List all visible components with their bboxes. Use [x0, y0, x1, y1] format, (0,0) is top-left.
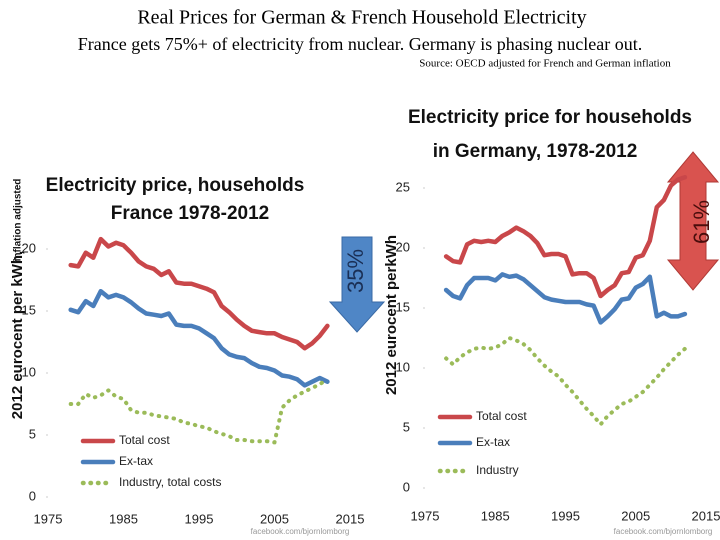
slide-title: Real Prices for German & French Househol…: [137, 7, 586, 29]
y-tick-label: 0: [403, 479, 410, 494]
y-tick-label: 20: [396, 239, 410, 254]
x-tick-label: 1985: [481, 508, 510, 523]
annotation: facebook.com/bjornlomborg: [251, 527, 350, 536]
y-tick-label: 0: [29, 488, 36, 503]
series-line: [68, 377, 330, 445]
series-line: [68, 236, 330, 351]
y-tick-label: 10: [396, 359, 410, 374]
x-tick-label: 1995: [185, 511, 214, 526]
y-tick-label: 15: [22, 302, 36, 317]
series-line: [443, 272, 688, 325]
slide-subtitle: France gets 75%+ of electricity from nuc…: [78, 34, 642, 54]
series-line: [68, 288, 330, 388]
legend-label: Industry, total costs: [119, 475, 222, 489]
y-axis-label: 2012 eurocent per kWh,: [9, 251, 26, 419]
y-tick-label: 10: [22, 364, 36, 379]
x-tick-label: 2015: [692, 508, 720, 523]
y-tick-label: 15: [396, 299, 410, 314]
legend-label: Industry: [476, 463, 519, 477]
x-tick-label: 2015: [336, 511, 365, 526]
legend-label: Total cost: [476, 409, 527, 423]
x-tick-label: 1975: [34, 511, 63, 526]
legend-label: Ex-tax: [119, 454, 153, 468]
annotation: 35%: [343, 249, 368, 293]
y-tick-label: 5: [29, 426, 36, 441]
x-tick-label: 1995: [551, 508, 580, 523]
y-tick-label: 5: [403, 419, 410, 434]
y-axis-note: inflation adjusted: [13, 179, 24, 262]
source-note: Source: OECD adjusted for French and Ger…: [419, 58, 671, 70]
chart-title: France 1978-2012: [111, 203, 269, 224]
annotation: 61%: [689, 200, 714, 244]
x-tick-label: 2005: [260, 511, 289, 526]
series-line: [444, 336, 687, 427]
y-tick-label: 20: [22, 240, 36, 255]
chart-title: Electricity price for households: [408, 107, 692, 128]
x-tick-label: 1985: [109, 511, 138, 526]
series-line: [443, 174, 688, 299]
y-axis-label: 2012 eurocent perkWh: [383, 235, 400, 395]
x-tick-label: 1975: [411, 508, 440, 523]
legend-label: Total cost: [119, 433, 170, 447]
y-tick-label: 25: [396, 179, 410, 194]
annotation: facebook.com/bjornlomborg: [614, 527, 713, 536]
chart-title: Electricity price, households: [46, 175, 305, 196]
decrease-arrow: [328, 236, 386, 333]
chart-title: in Germany, 1978-2012: [433, 141, 638, 162]
x-tick-label: 2005: [621, 508, 650, 523]
legend-label: Ex-tax: [476, 435, 510, 449]
